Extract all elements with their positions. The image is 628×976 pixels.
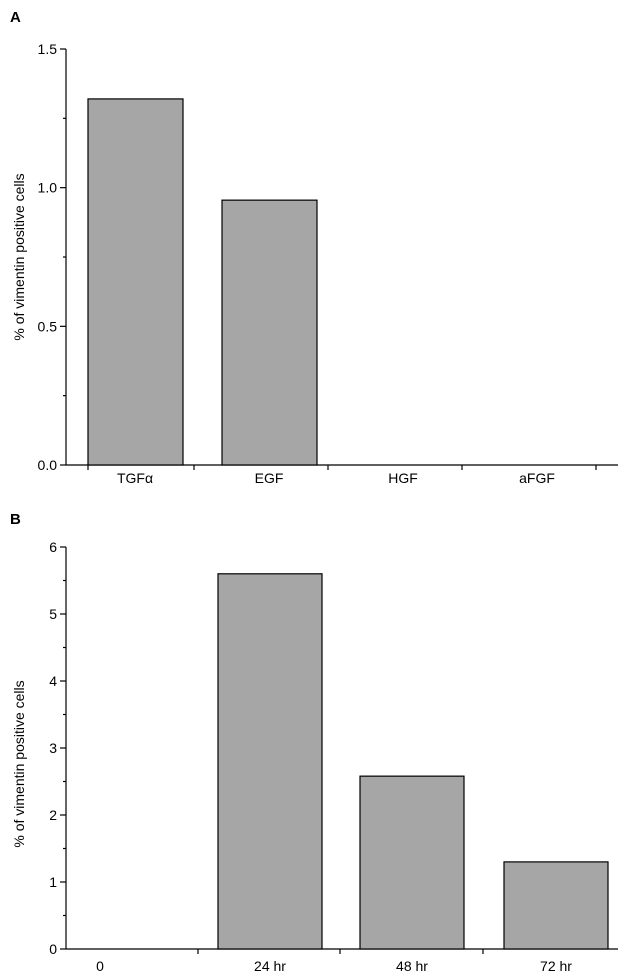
panel-b-letter: B [10,511,21,528]
x-tick-label: HGF [388,470,418,486]
bar [217,573,323,950]
panel-a: A % of vimentin positive cells 0.0 0.5 1.0… [10,9,618,486]
panel-a-y-axis-label: % of vimentin positive cells [11,173,27,340]
bar [503,861,609,950]
panel-a-bars [87,98,318,466]
x-tick-label: EGF [255,470,284,486]
y-tick-label: 1.0 [38,180,58,196]
y-tick-label: 1.5 [38,41,58,57]
y-tick-label: 6 [49,539,57,555]
x-tick-label: 24 hr [254,958,286,974]
y-tick-label: 5 [49,606,57,622]
y-tick-label: 0.5 [38,318,58,334]
panel-a-x-tick-labels: TGFα EGF HGF aFGF [117,470,555,486]
panel-b-x-tick-labels: 0 24 hr 48 hr 72 hr [96,958,572,974]
bar [87,98,184,466]
y-tick-label: 4 [49,673,57,689]
x-tick-label: 0 [96,958,104,974]
y-tick-label: 2 [49,807,57,823]
x-tick-label: 72 hr [540,958,572,974]
x-tick-label: TGFα [117,470,153,486]
bar [359,775,465,950]
panel-b-ticks: 0 1 2 3 4 5 6 [49,539,484,957]
panel-b-bars [217,573,609,950]
panel-a-ticks: 0.0 0.5 1.0 1.5 [38,41,597,473]
y-tick-label: 0 [49,941,57,957]
y-tick-label: 1 [49,874,57,890]
panel-a-letter: A [10,9,21,26]
bar [221,199,318,466]
y-tick-label: 0.0 [38,457,58,473]
y-tick-label: 3 [49,740,57,756]
x-tick-label: aFGF [519,470,555,486]
x-tick-label: 48 hr [396,958,428,974]
panel-b-y-axis-label: % of vimentin positive cells [11,680,27,847]
panel-b: B % of vimentin positive cells 0 1 2 3 4 5 6 0… [10,511,618,974]
